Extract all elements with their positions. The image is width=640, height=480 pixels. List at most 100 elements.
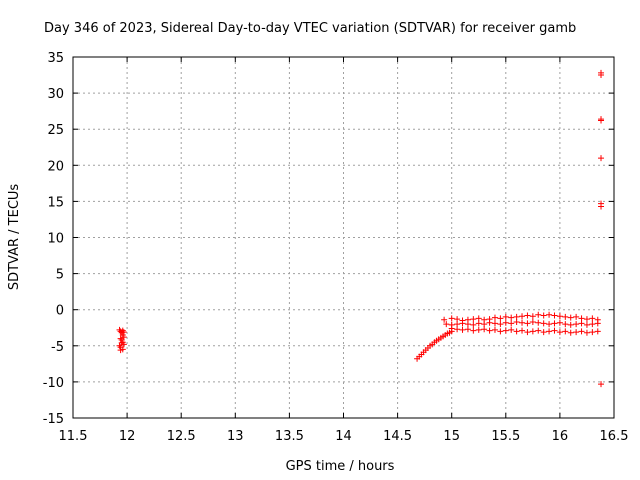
data-point bbox=[524, 329, 531, 336]
data-point bbox=[491, 320, 498, 327]
data-point bbox=[589, 321, 596, 328]
y-tick-label: 0 bbox=[56, 304, 64, 319]
data-point bbox=[470, 321, 477, 328]
data-point bbox=[508, 314, 515, 321]
data-point bbox=[502, 319, 509, 326]
data-point bbox=[502, 327, 509, 334]
x-tick-label: 11.5 bbox=[59, 429, 88, 444]
data-point bbox=[441, 316, 448, 323]
data-point bbox=[546, 321, 553, 328]
y-tick-label: -15 bbox=[43, 412, 64, 427]
y-tick-label: -5 bbox=[51, 340, 64, 355]
data-point bbox=[578, 320, 585, 327]
data-point bbox=[454, 321, 461, 328]
data-point bbox=[562, 328, 569, 335]
y-tick-label: 25 bbox=[47, 123, 64, 138]
data-point bbox=[508, 320, 515, 327]
data-point bbox=[598, 155, 605, 162]
data-point bbox=[464, 321, 471, 328]
y-tick-label: 15 bbox=[47, 195, 64, 210]
data-point bbox=[551, 320, 558, 327]
x-tick-label: 16.5 bbox=[600, 429, 629, 444]
data-point bbox=[562, 313, 569, 320]
x-tick-label: 12.5 bbox=[167, 429, 196, 444]
series-band-upper-15-16.35h bbox=[441, 311, 601, 324]
data-point bbox=[513, 328, 520, 335]
data-point bbox=[535, 327, 542, 334]
data-point bbox=[118, 339, 125, 346]
y-tick-label: 20 bbox=[47, 159, 64, 174]
data-point bbox=[598, 381, 605, 388]
data-point bbox=[583, 316, 590, 323]
data-point bbox=[589, 329, 596, 336]
data-point bbox=[598, 117, 605, 124]
y-axis-label: SDTVAR / TECUs bbox=[7, 184, 22, 291]
data-point bbox=[475, 315, 482, 322]
data-point bbox=[120, 329, 127, 336]
x-axis-label: GPS time / hours bbox=[286, 459, 395, 474]
data-point bbox=[519, 319, 526, 326]
data-point bbox=[524, 320, 531, 327]
data-point bbox=[481, 321, 488, 328]
x-tick-label: 12 bbox=[119, 429, 136, 444]
data-point bbox=[535, 319, 542, 326]
grid bbox=[73, 57, 614, 418]
data-point bbox=[117, 347, 124, 354]
data-point bbox=[443, 321, 450, 328]
x-tick-label: 13 bbox=[227, 429, 244, 444]
data-point bbox=[583, 321, 590, 328]
x-tick-label: 13.5 bbox=[275, 429, 304, 444]
data-point bbox=[470, 316, 477, 323]
y-tick-label: 5 bbox=[56, 268, 64, 283]
data-point bbox=[573, 329, 580, 336]
data-point bbox=[454, 326, 461, 333]
series-band-lower-15-16.35h bbox=[448, 325, 601, 336]
plot-frame bbox=[72, 56, 615, 419]
data-point bbox=[491, 314, 498, 321]
data-point bbox=[529, 318, 536, 325]
data-point bbox=[594, 328, 601, 335]
data-point bbox=[594, 320, 601, 327]
data-point bbox=[556, 319, 563, 326]
data-point bbox=[589, 315, 596, 322]
x-tick-label: 16 bbox=[552, 429, 569, 444]
data-point bbox=[529, 313, 536, 320]
data-point bbox=[502, 313, 509, 320]
data-point bbox=[475, 326, 482, 333]
data-point bbox=[475, 320, 482, 327]
chart-title: Day 346 of 2023, Sidereal Day-to-day VTE… bbox=[44, 21, 576, 36]
data-point bbox=[513, 318, 520, 325]
data-point bbox=[546, 328, 553, 335]
data-point bbox=[486, 327, 493, 334]
data-point bbox=[448, 315, 455, 322]
data-point bbox=[540, 312, 547, 319]
data-point bbox=[535, 311, 542, 318]
data-point bbox=[486, 319, 493, 326]
data-point bbox=[519, 327, 526, 334]
data-point bbox=[551, 327, 558, 334]
data-point bbox=[454, 316, 461, 323]
data-point bbox=[567, 329, 574, 336]
data-points bbox=[116, 69, 605, 388]
series-cluster-near-12h bbox=[116, 326, 127, 354]
data-point bbox=[540, 320, 547, 327]
series-isolated-points-16.38h bbox=[598, 69, 605, 388]
data-point bbox=[497, 328, 504, 335]
data-point bbox=[583, 329, 590, 336]
series-band-middle-15-16.35h bbox=[443, 318, 601, 328]
data-point bbox=[556, 329, 563, 336]
x-tick-label: 14.5 bbox=[383, 429, 412, 444]
data-point bbox=[491, 326, 498, 333]
data-point bbox=[562, 321, 569, 328]
data-point bbox=[513, 313, 520, 320]
data-point bbox=[546, 311, 553, 318]
data-point bbox=[567, 314, 574, 321]
data-point bbox=[464, 326, 471, 333]
data-point bbox=[578, 328, 585, 335]
data-point bbox=[497, 321, 504, 328]
series-rising-tail-14.7-15h bbox=[414, 328, 455, 362]
data-point bbox=[519, 313, 526, 320]
data-point bbox=[551, 312, 558, 319]
data-point bbox=[567, 321, 574, 328]
